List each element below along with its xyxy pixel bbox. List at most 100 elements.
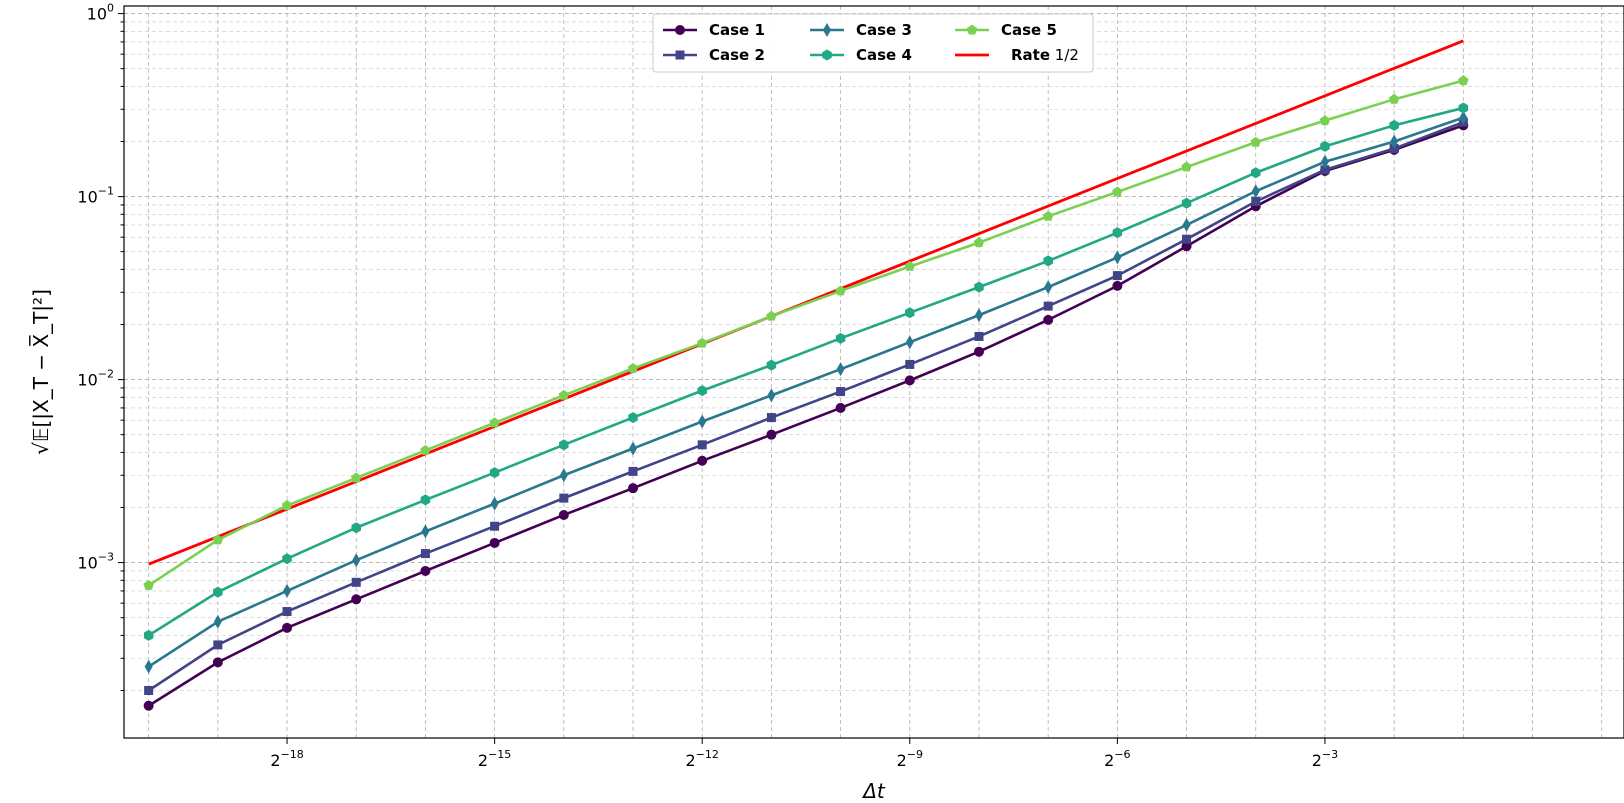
data-point xyxy=(1390,134,1399,149)
data-point xyxy=(1389,144,1399,154)
legend-box xyxy=(652,13,1094,73)
data-point xyxy=(1181,197,1192,209)
data-point xyxy=(283,583,292,598)
data-point xyxy=(490,521,500,531)
data-point xyxy=(490,496,499,511)
data-point xyxy=(1250,136,1261,147)
legend-entry: Case 5 xyxy=(955,21,1057,39)
data-point xyxy=(628,483,639,494)
data-point xyxy=(904,375,915,386)
data-point xyxy=(698,414,707,429)
data-point xyxy=(766,429,777,440)
legend-label: Case 4 xyxy=(856,46,912,64)
data-point xyxy=(213,614,222,629)
data-point xyxy=(1181,241,1192,252)
data-point xyxy=(420,444,431,455)
data-point xyxy=(1458,75,1469,86)
data-point xyxy=(143,629,154,641)
data-point xyxy=(836,387,846,397)
data-point xyxy=(420,565,431,576)
legend-label: Case 3 xyxy=(856,21,912,39)
data-point xyxy=(282,553,292,565)
data-point xyxy=(835,285,846,296)
axis-ticks: 10−3 10−2 10−1 100 2−18 2−15 2−12 2−9 2−6 2−3 xyxy=(77,2,1338,770)
data-point xyxy=(558,509,569,520)
legend-label: Case 5 xyxy=(1001,21,1057,39)
y-tick-label: 10−1 xyxy=(77,185,114,207)
series-line xyxy=(147,106,1464,637)
data-point xyxy=(904,260,916,271)
data-point xyxy=(281,500,293,510)
data-point xyxy=(974,281,984,293)
data-point xyxy=(836,362,845,377)
data-point xyxy=(489,537,500,548)
data-point xyxy=(974,308,983,323)
data-point xyxy=(629,441,638,456)
data-point xyxy=(1112,227,1123,239)
data-point xyxy=(420,494,431,506)
series-case-5 xyxy=(143,75,1469,590)
data-point xyxy=(212,657,223,668)
data-point xyxy=(144,659,153,674)
data-point xyxy=(905,335,914,350)
data-point xyxy=(696,337,708,348)
series-case-4 xyxy=(143,102,1469,641)
data-point xyxy=(1389,119,1399,131)
data-point xyxy=(766,359,777,371)
data-point xyxy=(489,417,500,428)
data-point xyxy=(1458,102,1469,114)
data-point xyxy=(489,467,500,479)
data-point xyxy=(628,466,638,476)
data-point xyxy=(1113,250,1122,265)
data-point xyxy=(1042,210,1054,221)
x-axis-title: Δt xyxy=(861,779,886,803)
data-point xyxy=(144,685,154,695)
legend-label: Case 2 xyxy=(709,46,765,64)
data-point xyxy=(628,412,638,424)
x-tick-label: 2−6 xyxy=(1104,748,1130,770)
x-tick-label: 2−3 xyxy=(1312,748,1338,770)
data-point xyxy=(1182,217,1191,232)
data-point xyxy=(1251,196,1261,206)
y-axis-title: √𝔼[|X_T − X̅_T|²] xyxy=(28,289,53,455)
legend-label: Rate 1/2 xyxy=(1011,46,1079,64)
data-point xyxy=(559,468,568,483)
data-point xyxy=(1044,280,1053,295)
legend-entry: Rate 1/2 xyxy=(955,46,1079,64)
data-point xyxy=(143,700,154,711)
data-point xyxy=(1388,93,1400,104)
data-point xyxy=(213,586,223,598)
x-tick-label: 2−15 xyxy=(478,748,511,770)
series-line xyxy=(147,124,1464,707)
data-point xyxy=(1181,161,1192,172)
data-point xyxy=(1459,110,1468,125)
x-tick-label: 2−12 xyxy=(685,748,718,770)
y-tick-label: 10−2 xyxy=(77,368,114,390)
y-axis-label: √𝔼[|X_T − X̅_T|²] xyxy=(28,289,53,455)
data-point xyxy=(973,237,985,248)
data-point xyxy=(143,579,154,590)
legend-entry: Case 3 xyxy=(810,21,912,39)
data-point xyxy=(282,622,293,633)
data-point xyxy=(351,472,362,483)
data-point xyxy=(905,307,915,319)
data-point xyxy=(1320,165,1330,175)
x-tick-label: 2−9 xyxy=(897,748,923,770)
data-point xyxy=(1043,255,1053,267)
data-point xyxy=(1112,280,1123,291)
data-point xyxy=(212,534,224,545)
data-point xyxy=(351,577,361,587)
x-tick-label: 2−18 xyxy=(270,748,303,770)
data-point xyxy=(767,388,776,403)
data-point xyxy=(421,524,430,539)
data-point xyxy=(1182,234,1192,244)
grid-lines xyxy=(124,6,1624,738)
legend-marker xyxy=(675,50,685,60)
data-point xyxy=(1112,271,1122,281)
data-point xyxy=(351,522,361,534)
data-point xyxy=(282,607,292,617)
data-point xyxy=(559,439,569,451)
data-point xyxy=(420,549,430,559)
plot-frame xyxy=(123,5,1624,739)
